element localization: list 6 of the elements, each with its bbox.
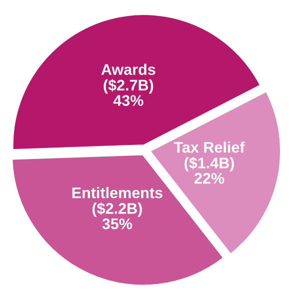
- slice-label: Entitlements: [72, 187, 162, 198]
- data-label: ($2.7B) 43%: [104, 79, 154, 106]
- data-label: ($1.4B) 22%: [184, 156, 234, 184]
- slice-label: Awards: [101, 64, 156, 75]
- data-label: ($2.2B) 35%: [92, 202, 142, 230]
- slice-label: Tax Relief: [174, 142, 245, 153]
